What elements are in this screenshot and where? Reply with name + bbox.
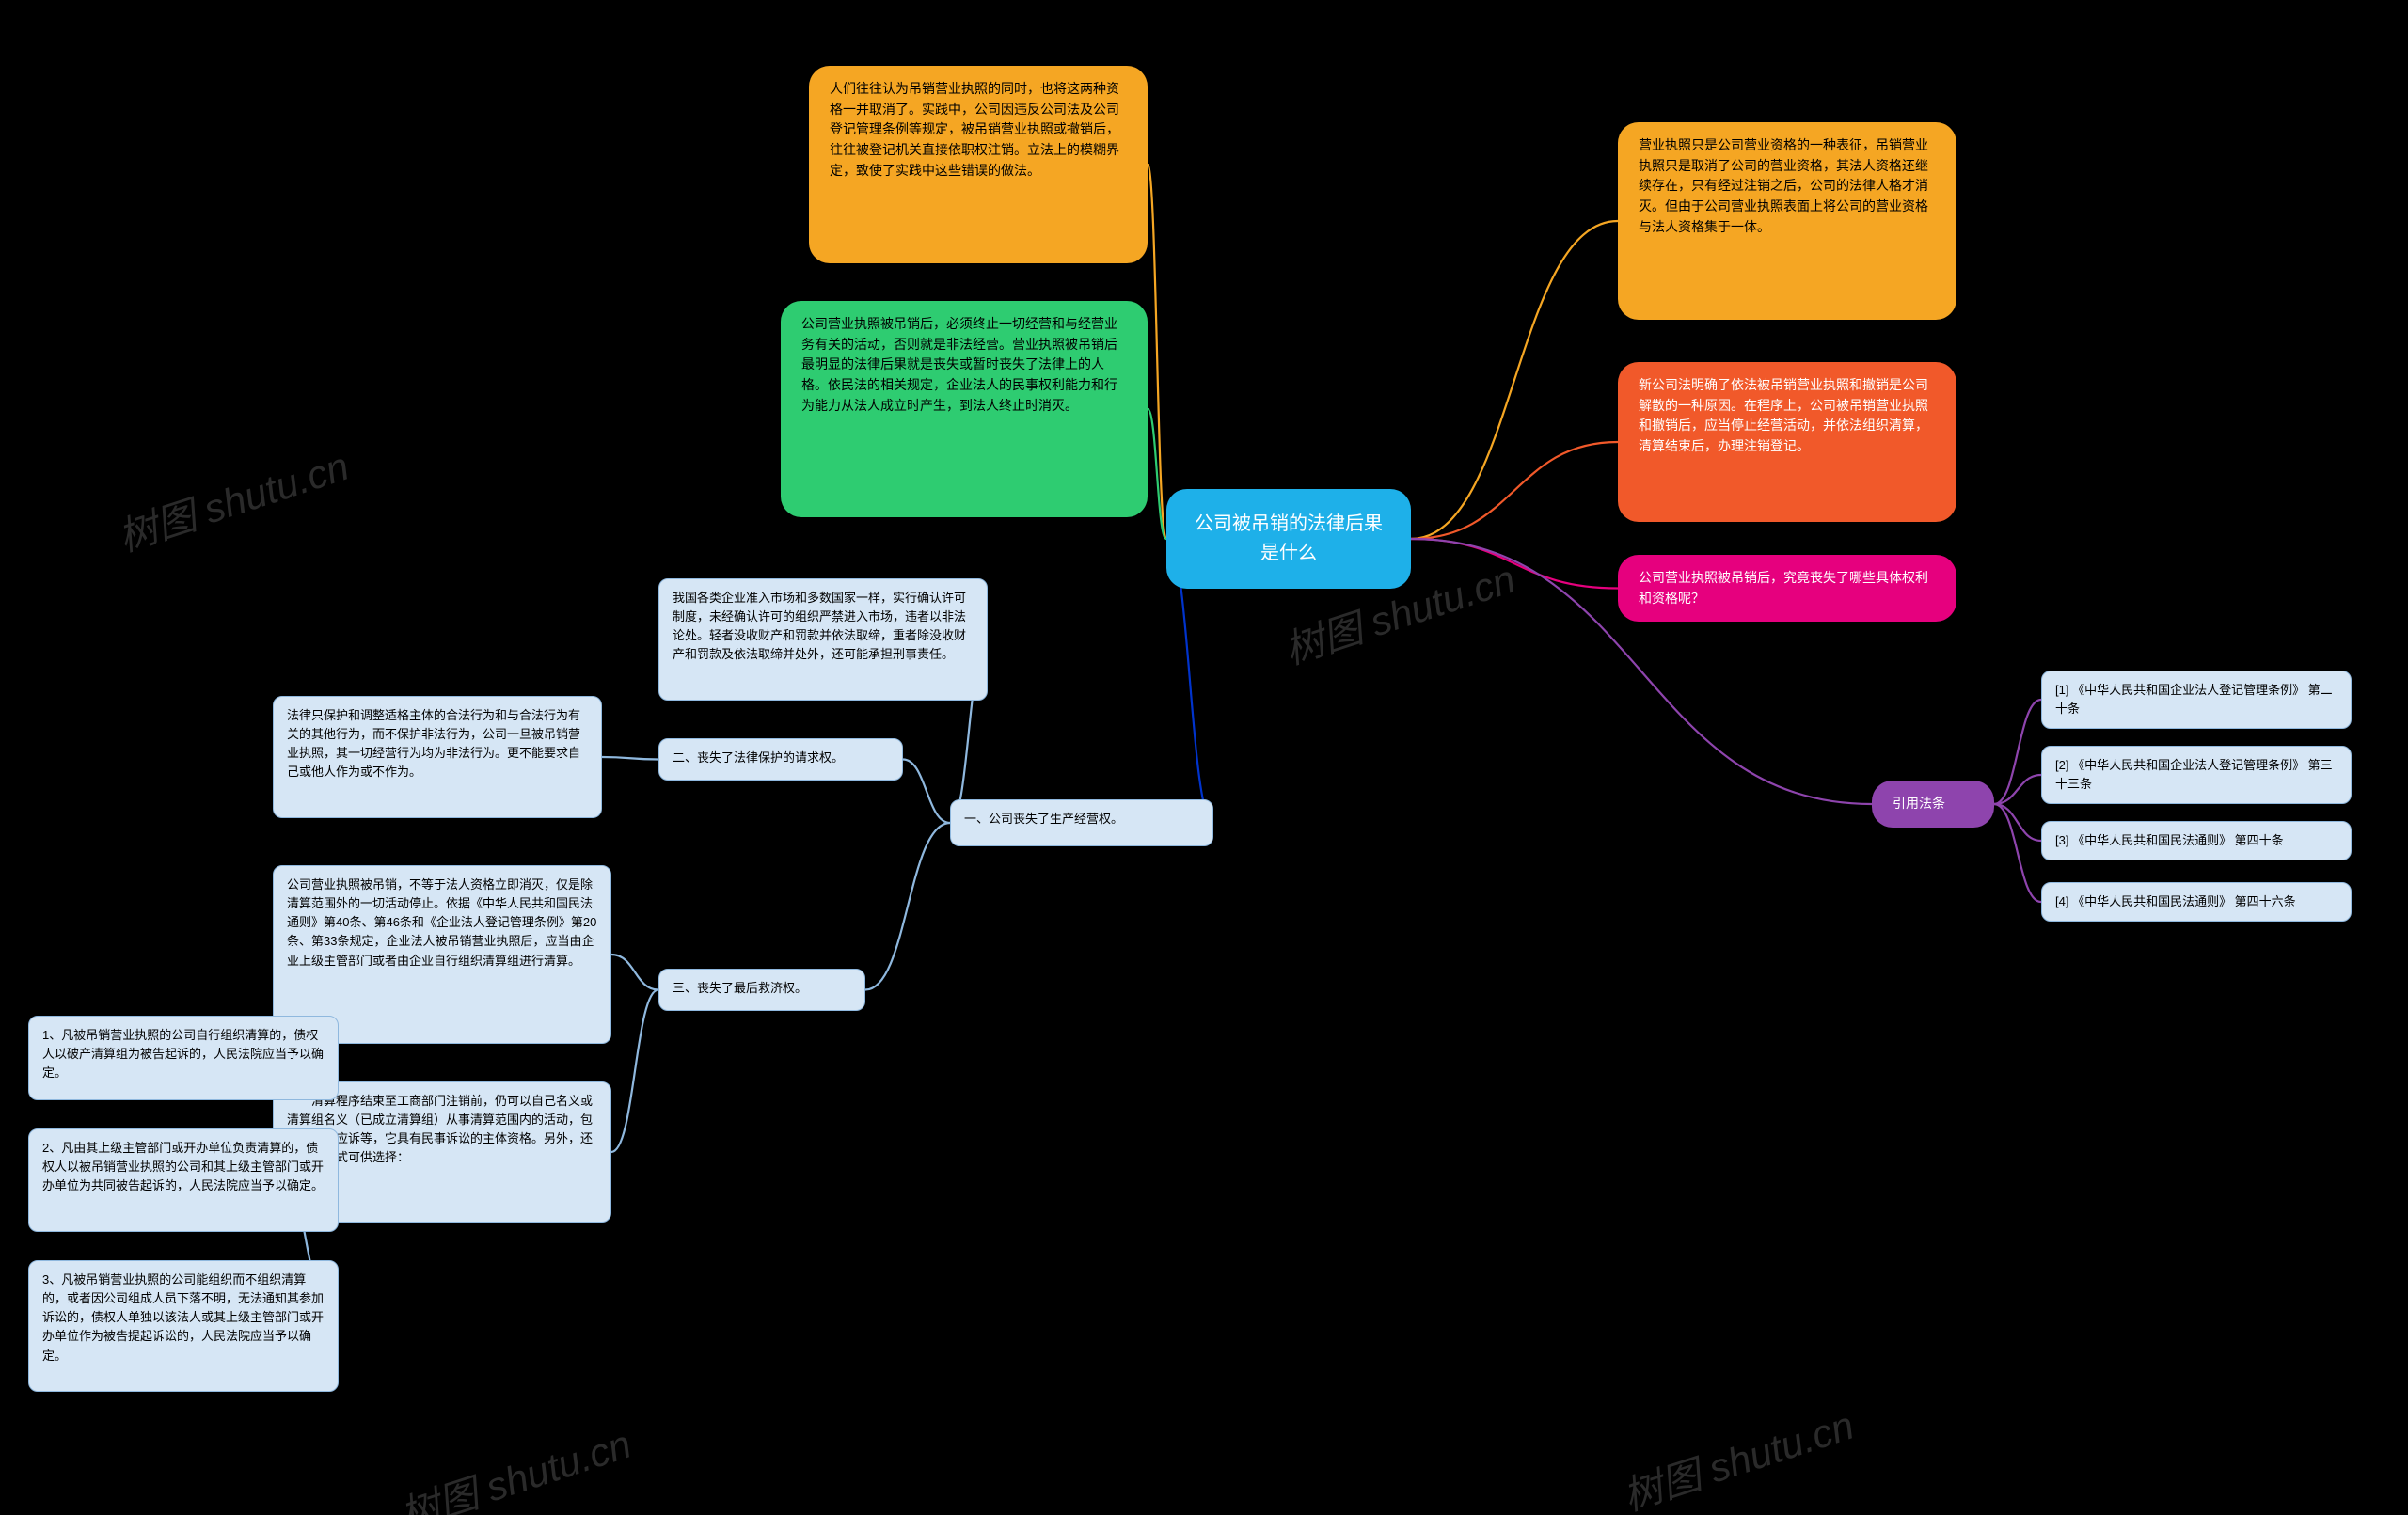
node-text: [2] 《中华人民共和国企业法人登记管理条例》 第三十三条 — [2055, 758, 2333, 791]
node-text: 3、凡被吊销营业执照的公司能组织而不组织清算的，或者因公司组成人员下落不明，无法… — [42, 1272, 324, 1363]
edge — [1994, 775, 2041, 804]
watermark: 树图 shutu.cn — [392, 1412, 638, 1515]
node-r3: 公司营业执照被吊销后，究竟丧失了哪些具体权利和资格呢？ — [1618, 555, 1956, 622]
node-text: [3] 《中华人民共和国民法通则》 第四十条 — [2055, 833, 2284, 847]
edge — [1411, 221, 1618, 539]
node-text: 三、丧失了最后救济权。 — [673, 981, 807, 995]
watermark: 树图 shutu.cn — [1615, 1394, 1861, 1515]
edge — [602, 757, 658, 760]
node-text: 公司营业执照被吊销后，究竟丧失了哪些具体权利和资格呢？ — [1639, 570, 1928, 606]
node-text: 公司被吊销的法律后果是什么 — [1195, 513, 1383, 563]
node-text: 我国各类企业准入市场和多数国家一样，实行确认许可制度，未经确认许可的组织严禁进入… — [673, 591, 966, 661]
node-lose-c2-2: 2、凡由其上级主管部门或开办单位负责清算的，债权人以被吊销营业执照的公司和其上级… — [28, 1128, 339, 1232]
node-text: 2、凡由其上级主管部门或开办单位负责清算的，债权人以被吊销营业执照的公司和其上级… — [42, 1141, 324, 1192]
node-ref3: [3] 《中华人民共和国民法通则》 第四十条 — [2041, 821, 2352, 860]
node-text: [4] 《中华人民共和国民法通则》 第四十六条 — [2055, 894, 2296, 908]
edge — [1994, 804, 2041, 902]
node-text: 二、丧失了法律保护的请求权。 — [673, 750, 844, 765]
node-lose: 一、公司丧失了生产经营权。 — [950, 799, 1213, 846]
node-text: 1、凡被吊销营业执照的公司自行组织清算的，债权人以破产清算组为被告起诉的，人民法… — [42, 1028, 324, 1080]
node-l1: 人们往往认为吊销营业执照的同时，也将这两种资格一并取消了。实践中，公司因违反公司… — [809, 66, 1148, 263]
node-text: 新公司法明确了依法被吊销营业执照和撤销是公司解散的一种原因。在程序上，公司被吊销… — [1639, 377, 1928, 453]
node-text: 公司营业执照被吊销，不等于法人资格立即消灭，仅是除清算范围外的一切活动停止。依据… — [287, 877, 596, 968]
edge — [1148, 165, 1166, 539]
node-ref2: [2] 《中华人民共和国企业法人登记管理条例》 第三十三条 — [2041, 746, 2352, 804]
node-lose-a: 我国各类企业准入市场和多数国家一样，实行确认许可制度，未经确认许可的组织严禁进入… — [658, 578, 988, 701]
mindmap-canvas: 公司被吊销的法律后果是什么 人们往往认为吊销营业执照的同时，也将这两种资格一并取消… — [0, 0, 2408, 1515]
edge — [1994, 804, 2041, 841]
edge — [611, 955, 658, 990]
node-lose-c: 三、丧失了最后救济权。 — [658, 969, 865, 1011]
node-lose-b1: 法律只保护和调整适格主体的合法行为和与合法行为有关的其他行为，而不保护非法行为，… — [273, 696, 602, 818]
node-lose-c2-3: 3、凡被吊销营业执照的公司能组织而不组织清算的，或者因公司组成人员下落不明，无法… — [28, 1260, 339, 1392]
node-text: [1] 《中华人民共和国企业法人登记管理条例》 第二十条 — [2055, 683, 2333, 716]
edge — [1994, 700, 2041, 804]
node-text: 法律只保护和调整适格主体的合法行为和与合法行为有关的其他行为，而不保护非法行为，… — [287, 708, 580, 779]
node-text: 营业执照只是公司营业资格的一种表征，吊销营业执照只是取消了公司的营业资格，其法人… — [1639, 137, 1928, 234]
edge — [1148, 409, 1166, 539]
edge — [1411, 442, 1618, 539]
node-text: 一、公司丧失了生产经营权。 — [964, 812, 1123, 826]
node-text: 引用法条 — [1893, 796, 1945, 811]
node-refs: 引用法条 — [1872, 781, 1994, 828]
node-text: 公司营业执照被吊销后，必须终止一切经营和与经营业务有关的活动，否则就是非法经营。… — [801, 316, 1117, 413]
node-ref1: [1] 《中华人民共和国企业法人登记管理条例》 第二十条 — [2041, 671, 2352, 729]
edge — [865, 823, 950, 990]
node-l2: 公司营业执照被吊销后，必须终止一切经营和与经营业务有关的活动，否则就是非法经营。… — [781, 301, 1148, 517]
node-ref4: [4] 《中华人民共和国民法通则》 第四十六条 — [2041, 882, 2352, 922]
node-lose-b: 二、丧失了法律保护的请求权。 — [658, 738, 903, 781]
node-r2: 新公司法明确了依法被吊销营业执照和撤销是公司解散的一种原因。在程序上，公司被吊销… — [1618, 362, 1956, 522]
node-root: 公司被吊销的法律后果是什么 — [1166, 489, 1411, 589]
node-text: 人们往往认为吊销营业执照的同时，也将这两种资格一并取消了。实践中，公司因违反公司… — [830, 81, 1119, 178]
watermark: 树图 shutu.cn — [110, 434, 356, 563]
edge — [1411, 539, 1618, 589]
node-lose-c2-1: 1、凡被吊销营业执照的公司自行组织清算的，债权人以破产清算组为被告起诉的，人民法… — [28, 1016, 339, 1100]
node-r1: 营业执照只是公司营业资格的一种表征，吊销营业执照只是取消了公司的营业资格，其法人… — [1618, 122, 1956, 320]
edge — [903, 760, 950, 824]
edge — [611, 990, 658, 1153]
